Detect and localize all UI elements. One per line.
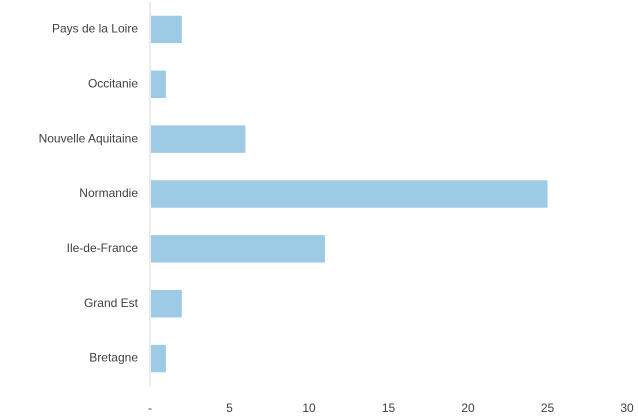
x-tick-label: - <box>148 401 152 415</box>
bar-occitanie <box>151 70 166 98</box>
category-label: Occitanie <box>88 76 138 90</box>
bar-normandie <box>151 180 548 208</box>
category-label: Bretagne <box>89 351 138 365</box>
category-label: Pays de la Loire <box>52 22 138 36</box>
category-label: Grand Est <box>84 296 139 310</box>
bar-bretagne <box>151 344 166 373</box>
bar-ile-de-france <box>151 235 325 263</box>
x-tick-label: 15 <box>382 401 396 415</box>
category-label: Ile-de-France <box>67 241 139 255</box>
x-tick-label: 5 <box>226 401 233 415</box>
x-tick-label: 25 <box>541 401 555 415</box>
bar-grand-est <box>151 290 182 318</box>
bar-nouvelle-aquitaine <box>151 125 246 153</box>
category-label: Nouvelle Aquitaine <box>39 131 139 145</box>
bar-series <box>151 15 548 373</box>
category-label: Normandie <box>79 186 138 200</box>
category-labels: Pays de la Loire Occitanie Nouvelle Aquita… <box>39 22 139 365</box>
x-tick-label: 10 <box>302 401 316 415</box>
x-tick-label: 20 <box>461 401 475 415</box>
x-tick-label: 30 <box>620 401 634 415</box>
bar-pays-de-la-loire <box>151 15 182 44</box>
x-tick-labels: - 5 10 15 20 25 30 <box>148 401 634 415</box>
